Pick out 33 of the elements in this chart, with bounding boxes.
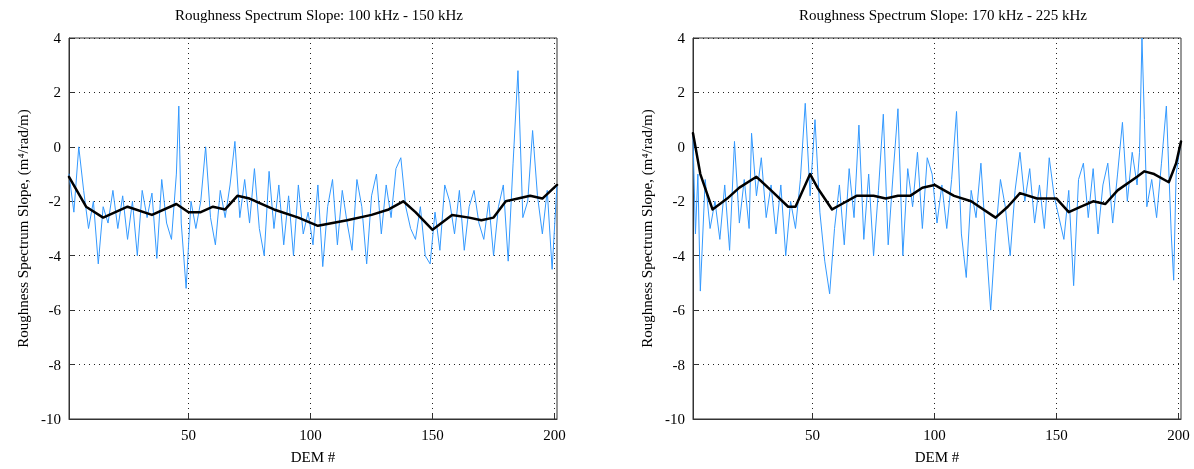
x-axis-title: DEM # (290, 448, 336, 465)
x-tick-label: 100 (923, 426, 946, 443)
chart-title: Roughness Spectrum Slope: 170 kHz - 225 kHz (799, 6, 1088, 23)
y-tick-label: -6 (672, 302, 686, 319)
y-axis-title: Roughness Spectrum Slope, (m⁴/rad/m) (638, 109, 656, 348)
line-series (68, 70, 558, 289)
y-tick-label: -6 (48, 302, 62, 319)
y-tick-label: -4 (672, 247, 686, 264)
x-tick-label: 150 (1045, 426, 1068, 443)
x-tick-label: 50 (805, 426, 821, 443)
x-tick-label: 100 (299, 426, 322, 443)
x-tick-label: 50 (181, 426, 197, 443)
x-tick-label: 200 (1167, 426, 1190, 443)
y-tick-label: -2 (672, 193, 685, 210)
y-tick-label: 4 (53, 30, 62, 46)
x-tick-label: 200 (543, 426, 566, 443)
y-tick-label: -8 (48, 356, 61, 373)
y-axis-title: Roughness Spectrum Slope, (m⁴/rad/m) (14, 109, 32, 348)
y-tick-label: -8 (672, 356, 685, 373)
y-tick-label: 0 (53, 138, 61, 155)
y-tick-label: 0 (677, 138, 685, 155)
y-tick-label: -10 (41, 411, 61, 427)
y-tick-label: 2 (53, 84, 61, 101)
line-series (67, 175, 559, 232)
y-tick-label: 2 (677, 84, 685, 101)
y-tick-label: -2 (48, 193, 61, 210)
x-tick-label: 150 (421, 426, 444, 443)
line-series (691, 132, 1183, 219)
y-tick-label: 4 (677, 30, 686, 46)
chart-title: Roughness Spectrum Slope: 100 kHz - 150 kHz (175, 6, 464, 23)
y-tick-label: -4 (48, 247, 62, 264)
y-tick-label: -10 (665, 411, 685, 427)
x-axis-title: DEM # (914, 448, 960, 465)
